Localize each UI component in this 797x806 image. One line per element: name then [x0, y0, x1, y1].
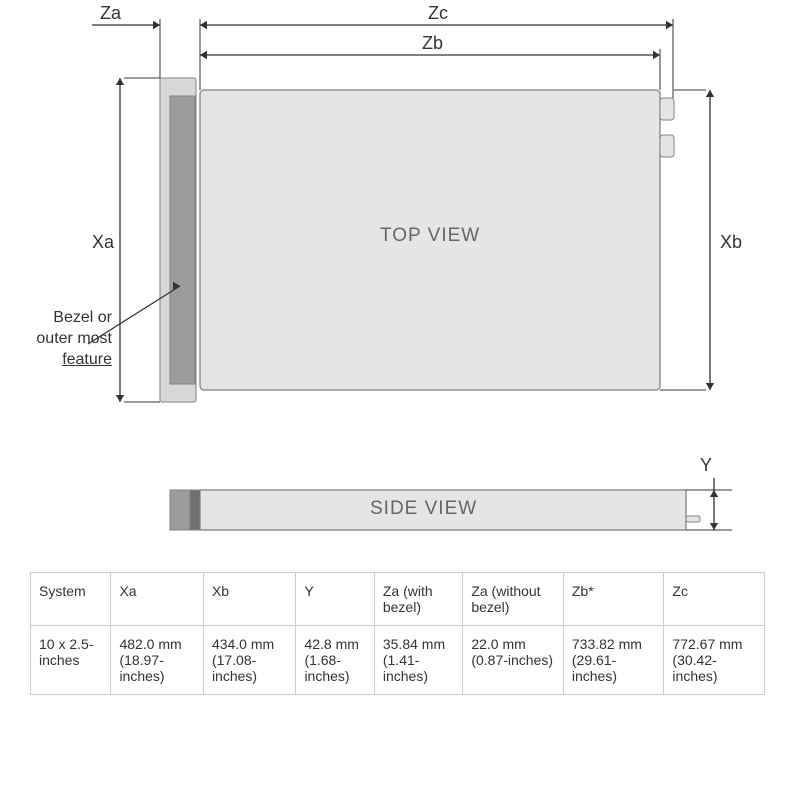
- label-za: Za: [100, 3, 121, 24]
- table-cell: 733.82 mm (29.61-inches): [563, 626, 664, 695]
- table-cell: 42.8 mm (1.68-inches): [296, 626, 374, 695]
- label-y: Y: [700, 455, 712, 476]
- dimensions-table: SystemXaXbYZa (with bezel)Za (without be…: [30, 572, 765, 695]
- technical-drawing-svg: [0, 0, 797, 560]
- label-zc: Zc: [428, 3, 448, 24]
- top-view-label: TOP VIEW: [380, 225, 480, 247]
- table-header-cell: Za (without bezel): [463, 573, 564, 626]
- label-xa: Xa: [92, 232, 114, 253]
- table-row: 10 x 2.5-inches482.0 mm (18.97-inches)43…: [31, 626, 765, 695]
- bezel-annotation: Bezel or outer most feature: [2, 308, 112, 370]
- bezel-line1: Bezel or: [53, 309, 112, 326]
- table-header-cell: Za (with bezel): [374, 573, 462, 626]
- bezel-line3: feature: [62, 351, 112, 368]
- side-view-label: SIDE VIEW: [370, 498, 477, 520]
- table-header-cell: Xb: [203, 573, 296, 626]
- table-header-cell: System: [31, 573, 111, 626]
- label-zb: Zb: [422, 33, 443, 54]
- table-header-cell: Zc: [664, 573, 765, 626]
- table-header-cell: Xa: [111, 573, 204, 626]
- table-cell: 35.84 mm (1.41-inches): [374, 626, 462, 695]
- page: Za Zc Zb Xa Xb Y TOP VIEW SIDE VIEW Beze…: [0, 0, 797, 806]
- table-cell: 772.67 mm (30.42-inches): [664, 626, 765, 695]
- table-cell: 434.0 mm (17.08-inches): [203, 626, 296, 695]
- label-xb: Xb: [720, 232, 742, 253]
- table-cell: 482.0 mm (18.97-inches): [111, 626, 204, 695]
- table-cell: 10 x 2.5-inches: [31, 626, 111, 695]
- table-header-row: SystemXaXbYZa (with bezel)Za (without be…: [31, 573, 765, 626]
- table-header-cell: Y: [296, 573, 374, 626]
- table-header-cell: Zb*: [563, 573, 664, 626]
- table-cell: 22.0 mm (0.87-inches): [463, 626, 564, 695]
- table-body: 10 x 2.5-inches482.0 mm (18.97-inches)43…: [31, 626, 765, 695]
- bezel-line2: outer most: [36, 330, 112, 347]
- diagram: Za Zc Zb Xa Xb Y TOP VIEW SIDE VIEW Beze…: [0, 0, 797, 560]
